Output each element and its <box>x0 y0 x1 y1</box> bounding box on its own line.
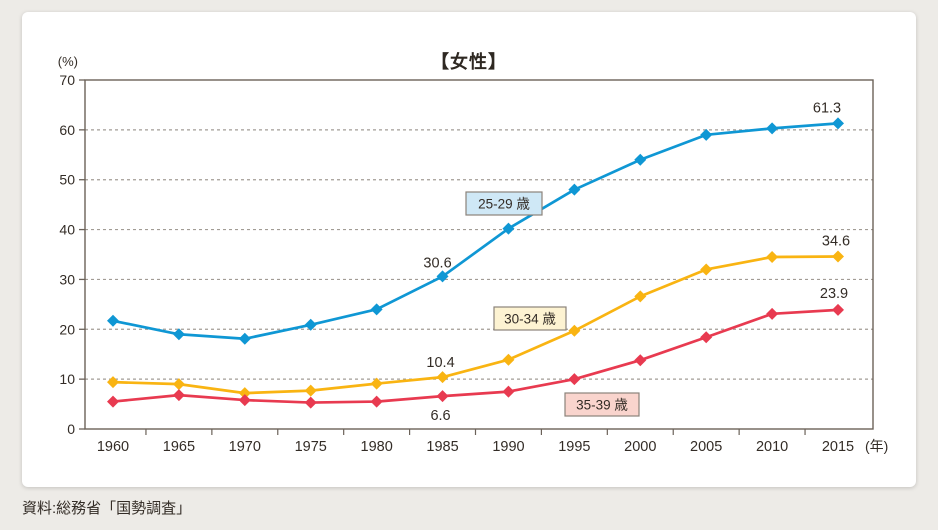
x-axis-label: 1960 <box>97 439 129 455</box>
y-axis-label: 10 <box>59 371 75 387</box>
legend-box-30-34歳 <box>493 306 567 331</box>
x-axis-label: 1980 <box>361 439 393 455</box>
marker-25-29歳-2015 <box>832 117 844 130</box>
value-label-35-39歳-2015: 23.9 <box>820 286 848 302</box>
y-axis-label: 20 <box>59 321 75 337</box>
marker-35-39歳-2015 <box>832 303 844 316</box>
y-axis-unit-label: (%) <box>58 54 78 69</box>
marker-25-29歳-1970 <box>238 332 251 345</box>
marker-35-39歳-2005 <box>700 331 713 344</box>
marker-35-39歳-1965 <box>172 389 185 402</box>
marker-35-39歳-1985 <box>436 390 449 403</box>
marker-25-29歳-1960 <box>107 314 119 327</box>
y-axis-label: 30 <box>59 271 75 287</box>
x-axis-label: 2000 <box>624 439 656 455</box>
y-axis-label: 40 <box>59 222 75 238</box>
value-label-25-29歳-1985: 30.6 <box>423 255 451 271</box>
marker-30-34歳-2005 <box>700 263 713 276</box>
legend-label-30-34歳: 30-34 歳 <box>504 312 556 327</box>
marker-25-29歳-1975 <box>304 318 317 331</box>
series-line-25-29歳 <box>111 122 840 341</box>
marker-30-34歳-1995 <box>568 324 581 337</box>
marker-30-34歳-1990 <box>502 353 515 366</box>
marker-35-39歳-1960 <box>107 395 119 408</box>
y-axis-label: 0 <box>67 421 75 437</box>
x-axis-label: 1990 <box>492 439 524 455</box>
marker-30-34歳-1980 <box>370 377 383 390</box>
marker-35-39歳-2000 <box>634 354 647 367</box>
marker-35-39歳-1970 <box>238 394 251 407</box>
marker-25-29歳-1990 <box>502 222 515 235</box>
plot-border <box>84 79 874 430</box>
marker-25-29歳-1985 <box>436 270 449 283</box>
legend-label-25-29歳: 25-29 歳 <box>478 197 530 212</box>
source-text: 資料:総務省「国勢調査」 <box>22 500 192 517</box>
marker-25-29歳-1965 <box>172 328 185 341</box>
y-axis-label: 70 <box>59 72 75 88</box>
marker-30-34歳-2015 <box>832 250 844 263</box>
marker-30-34歳-1960 <box>107 376 119 389</box>
marker-35-39歳-1980 <box>370 395 383 408</box>
value-label-35-39歳-1985: 6.6 <box>430 408 450 424</box>
y-axis-label: 50 <box>59 172 75 188</box>
marker-30-34歳-1975 <box>304 384 317 397</box>
x-axis-label: 1970 <box>229 439 261 455</box>
marker-35-39歳-2010 <box>766 307 779 320</box>
value-label-25-29歳-2015: 61.3 <box>813 100 841 116</box>
x-axis-label: 1995 <box>558 439 590 455</box>
chart-card: 【女性】 0 10 20 30 40 50 60 70 (%) 1960 1965 1970 1975 1… <box>22 12 916 487</box>
chart-svg: 0 10 20 30 40 50 60 70 (%) 1960 1965 1970 1975 1980 19… <box>58 54 889 455</box>
x-axis-label: 1975 <box>295 439 327 455</box>
marker-35-39歳-1990 <box>502 385 515 398</box>
marker-25-29歳-2000 <box>634 153 647 166</box>
x-axis-label: 2005 <box>690 439 722 455</box>
series-line-30-34歳 <box>111 255 840 395</box>
y-axis-label: 60 <box>59 122 75 138</box>
x-axis-label: 2015 <box>822 439 854 455</box>
marker-25-29歳-2010 <box>766 122 779 135</box>
legend-label-35-39歳: 35-39 歳 <box>576 398 628 413</box>
x-axis-label: 1985 <box>426 439 458 455</box>
marker-25-29歳-2005 <box>700 128 713 141</box>
x-axis-unit-label: (年) <box>865 438 888 454</box>
marker-25-29歳-1980 <box>370 303 383 316</box>
x-axis-label: 1965 <box>163 439 195 455</box>
marker-30-34歳-1965 <box>172 378 185 391</box>
x-axis-label: 2010 <box>756 439 788 455</box>
legend-box-25-29歳 <box>465 191 543 216</box>
value-label-30-34歳-2015: 34.6 <box>822 233 850 249</box>
marker-30-34歳-2010 <box>766 250 779 263</box>
series-line-35-39歳 <box>111 308 840 404</box>
value-label-30-34歳-1985: 10.4 <box>426 355 454 371</box>
marker-35-39歳-1995 <box>568 373 581 386</box>
chart-title: 【女性】 <box>431 52 507 72</box>
marker-35-39歳-1975 <box>304 396 317 409</box>
marker-30-34歳-2000 <box>634 290 647 303</box>
marker-30-34歳-1970 <box>238 387 251 400</box>
marker-30-34歳-1985 <box>436 371 449 384</box>
marker-25-29歳-1995 <box>568 183 581 196</box>
legend-box-35-39歳 <box>564 392 640 417</box>
